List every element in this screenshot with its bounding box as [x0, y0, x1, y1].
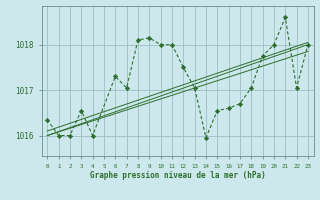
X-axis label: Graphe pression niveau de la mer (hPa): Graphe pression niveau de la mer (hPa)	[90, 171, 266, 180]
